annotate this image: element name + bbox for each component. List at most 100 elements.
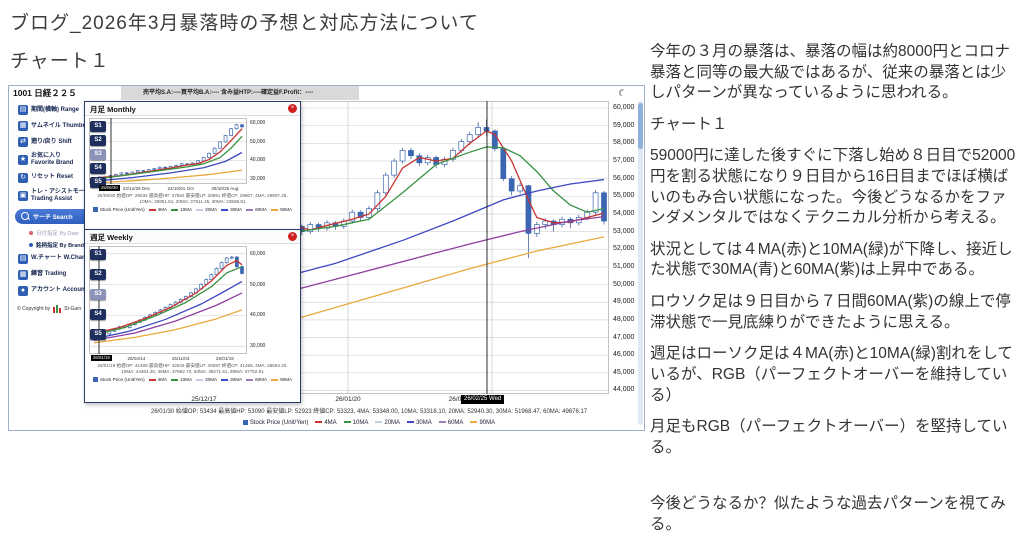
inset-y-tick-label: 50,000 bbox=[250, 138, 266, 145]
legend-swatch bbox=[246, 378, 254, 381]
legend-swatch bbox=[271, 378, 279, 381]
monthly-chart-plot[interactable] bbox=[89, 118, 247, 184]
favorite-icon: ★ bbox=[18, 154, 28, 165]
range-icon: ▤ bbox=[18, 105, 28, 115]
inset-title-bar: 月足 Monthly × bbox=[85, 102, 300, 116]
trading-app-window: 1001 日経２２５ 売平均S.A:----買平均B.A:---- 含み益HTP… bbox=[8, 85, 645, 431]
s2-button[interactable]: S2 bbox=[90, 269, 106, 280]
inset-status-line: 26/01/19 始値OP: 41309 最高値HP: 42043 最安値LP:… bbox=[97, 363, 288, 368]
s1-button[interactable]: S1 bbox=[90, 121, 106, 132]
inset-y-tick-label: 30,000 bbox=[250, 176, 266, 183]
sidebar-item-reset[interactable]: ↻ リセット Reset bbox=[9, 170, 121, 186]
inset-date-chip: 26/01/19 bbox=[91, 355, 112, 361]
y-axis-tick-label: 52,000 bbox=[613, 245, 635, 253]
legend-swatch bbox=[315, 421, 323, 424]
daily-chart-legend: Stock Price (Unit/Yen) 4MA 10MA 20MA 30MA 60M… bbox=[129, 420, 609, 426]
inset-x-tick-label: 26/01/19 bbox=[215, 356, 234, 361]
s3-button[interactable]: S3 bbox=[90, 289, 106, 300]
close-icon[interactable]: × bbox=[288, 232, 297, 241]
scrollbar-thumb[interactable] bbox=[638, 103, 643, 149]
reset-icon: ↻ bbox=[18, 172, 28, 183]
page-title: ブログ_2026年3月暴落時の予想と対応方法について bbox=[10, 13, 479, 34]
s4-button[interactable]: S4 bbox=[90, 163, 106, 174]
sidebar-item-label: 練習 Trading bbox=[31, 271, 67, 278]
inset-y-tick-label: 50,000 bbox=[250, 281, 266, 288]
sidebar-item-label: 遡り/戻り Shift bbox=[31, 138, 72, 145]
inset-status-line: 25/06/30 始値OP: 29034 最高値HP: 37562 最安値LP:… bbox=[97, 193, 288, 198]
legend-item: 10MA bbox=[343, 420, 368, 426]
s5-button[interactable]: S5 bbox=[90, 329, 106, 340]
legend-swatch bbox=[470, 421, 478, 424]
s5-button[interactable]: S5 bbox=[90, 177, 106, 188]
vertical-scrollbar[interactable] bbox=[638, 101, 643, 425]
s4-button[interactable]: S4 bbox=[90, 309, 106, 320]
legend-item: 30MA bbox=[407, 420, 432, 426]
s2-button[interactable]: S2 bbox=[90, 135, 106, 146]
daily-status-line: 26/01/30 始値OP: 53434 最高値HP: 53090 最安値LP:… bbox=[150, 409, 588, 415]
stgain-logo bbox=[53, 304, 62, 313]
inset-y-tick-label: 60,000 bbox=[250, 119, 266, 126]
weekly-chart-plot[interactable] bbox=[89, 246, 247, 354]
y-axis-tick-label: 50,000 bbox=[613, 280, 635, 288]
article-paragraph: 今年の３月の暴落は、暴落の幅は約8000円とコロナ暴落と同等の最大級ではあるが、… bbox=[650, 43, 1010, 102]
legend-swatch bbox=[438, 421, 446, 424]
legend-swatch bbox=[221, 378, 229, 381]
app-header: 1001 日経２２５ 売平均S.A:----買平均B.A:---- 含み益HTP… bbox=[9, 86, 644, 100]
sidebar-subitem-by-brand[interactable]: 銘柄指定 By Brand bbox=[9, 239, 121, 251]
legend-item: 90MA bbox=[271, 207, 292, 212]
inset-x-tick-label: 23/12/29 Dec bbox=[122, 186, 151, 191]
crosshair-date-chip: 26/02/25 Wed bbox=[461, 395, 505, 404]
sidebar-subitem-by-date[interactable]: 日付指定 By Date bbox=[9, 227, 121, 239]
inset-legend: Stock Price (Unit/Yen) 4MA 10MA 20MA 30MA 60M… bbox=[85, 207, 300, 213]
wchart-icon: ▤ bbox=[18, 253, 28, 264]
weekly-chart-legend: Stock Price (Unit/Yen) 4MA 10MA 20MA 30MA 60M… bbox=[85, 377, 300, 383]
legend-swatch bbox=[221, 208, 229, 211]
inset-status-line: 10MA: 44304.30, 30MA: 37962.73, 60MA: 38… bbox=[121, 369, 264, 374]
legend-item: 30MA bbox=[221, 377, 242, 382]
weekly-chart-window: 週足 Weekly × 60,000 50,000 40,000 30,000 S1 S2 S3… bbox=[84, 229, 301, 403]
pnl-topbar: 売平均S.A:----買平均B.A:---- 含み益HTP:----確定益F.P… bbox=[121, 86, 359, 100]
article-paragraph: 週足はローソク足は４MA(赤)と10MA(緑)割れをしているが、RGB（パーフェ… bbox=[650, 345, 1013, 404]
y-axis-tick-label: 56,000 bbox=[613, 174, 635, 182]
legend-swatch bbox=[343, 421, 351, 424]
s3-button[interactable]: S3 bbox=[90, 149, 106, 160]
legend-swatch bbox=[171, 378, 179, 381]
inset-x-tick-label: 25/04/14 bbox=[127, 356, 146, 361]
article-paragraph: ロウソク足は９日目から７日間60MA(紫)の線上で停滞状態で一見底練りができたよ… bbox=[650, 293, 1011, 331]
legend-item: 4MA bbox=[148, 207, 167, 212]
article-paragraph: 状況としては４MA(赤)と10MA(緑)が下降し、接近した状態で30MA(青)と… bbox=[650, 240, 1013, 279]
bullet-icon bbox=[29, 242, 33, 247]
legend-item: 4MA bbox=[148, 377, 167, 382]
inset-y-tick-label: 30,000 bbox=[250, 343, 266, 350]
legend-item: 60MA bbox=[246, 377, 267, 382]
legend-item: 30MA bbox=[221, 207, 242, 212]
inset-x-tick-label: 25/11/03 bbox=[171, 356, 190, 361]
y-axis-tick-label: 49,000 bbox=[613, 298, 635, 306]
inset-date-chip: 25/06/30 bbox=[99, 185, 120, 191]
legend-swatch bbox=[148, 378, 156, 381]
legend-item: Stock Price (Unit/Yen) bbox=[92, 207, 145, 213]
y-axis-tick-label: 47,000 bbox=[613, 333, 635, 341]
sidebar-item-label: W.チャート W.Chart bbox=[31, 255, 87, 262]
legend-swatch bbox=[375, 421, 383, 424]
legend-item: 20MA bbox=[375, 420, 400, 426]
legend-swatch bbox=[92, 207, 98, 213]
legend-item: 10MA bbox=[171, 377, 192, 382]
account-icon: ● bbox=[18, 285, 28, 296]
bullet-icon bbox=[29, 230, 33, 235]
y-axis-tick-label: 59,000 bbox=[613, 121, 635, 129]
y-axis-tick-label: 54,000 bbox=[613, 209, 635, 217]
legend-swatch bbox=[196, 208, 204, 211]
y-axis-tick-label: 44,000 bbox=[613, 386, 635, 394]
trading-icon: ▦ bbox=[18, 269, 28, 280]
s1-button[interactable]: S1 bbox=[90, 249, 106, 260]
y-axis-tick-label: 53,000 bbox=[613, 227, 635, 235]
legend-swatch bbox=[148, 208, 156, 211]
sidebar-subitem-label: 銘柄指定 By Brand bbox=[36, 242, 84, 249]
legend-swatch bbox=[407, 421, 415, 424]
screen: ブログ_2026年3月暴落時の予想と対応方法について チャート１ 1001 日経… bbox=[0, 0, 1024, 483]
y-axis-tick-label: 60,000 bbox=[613, 104, 635, 112]
close-icon[interactable]: × bbox=[288, 104, 297, 113]
legend-item: 20MA bbox=[196, 207, 217, 212]
sidebar-item-label: アカウント Account bbox=[31, 287, 87, 294]
